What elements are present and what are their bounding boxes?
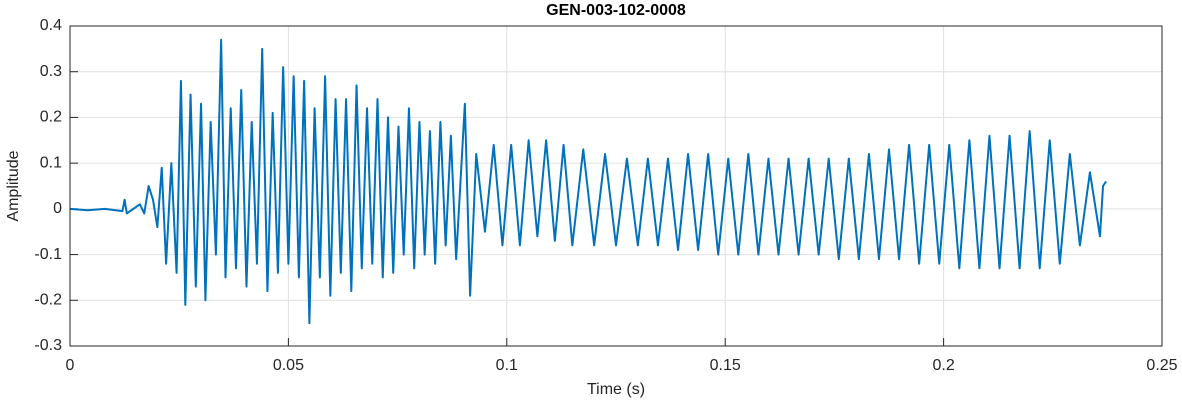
- y-tick-label: -0.2: [34, 292, 62, 309]
- y-axis-label: Amplitude: [5, 150, 22, 221]
- y-tick-label: -0.3: [34, 337, 62, 354]
- plot: [69, 38, 1107, 325]
- x-tick-label: 0: [66, 357, 75, 374]
- y-tick-label: 0.2: [40, 109, 62, 126]
- axes-box: [69, 25, 1163, 347]
- x-tick-label: 0.25: [1146, 357, 1177, 374]
- x-tick-label: 0.05: [273, 357, 304, 374]
- y-tick-label: 0.4: [40, 17, 62, 34]
- y-tick-label: 0.1: [40, 154, 62, 171]
- waveform-line: [69, 38, 1107, 325]
- y-tick-label: -0.1: [34, 246, 62, 263]
- chart-title: GEN-003-102-0008: [546, 2, 686, 19]
- x-tick-label: 0.15: [710, 357, 741, 374]
- y-tick-label: 0.3: [40, 63, 62, 80]
- y-tick-label: 0: [53, 200, 62, 217]
- x-tick-label: 0.1: [496, 357, 518, 374]
- x-axis-label: Time (s): [587, 381, 645, 398]
- x-tick-label: 0.2: [932, 357, 954, 374]
